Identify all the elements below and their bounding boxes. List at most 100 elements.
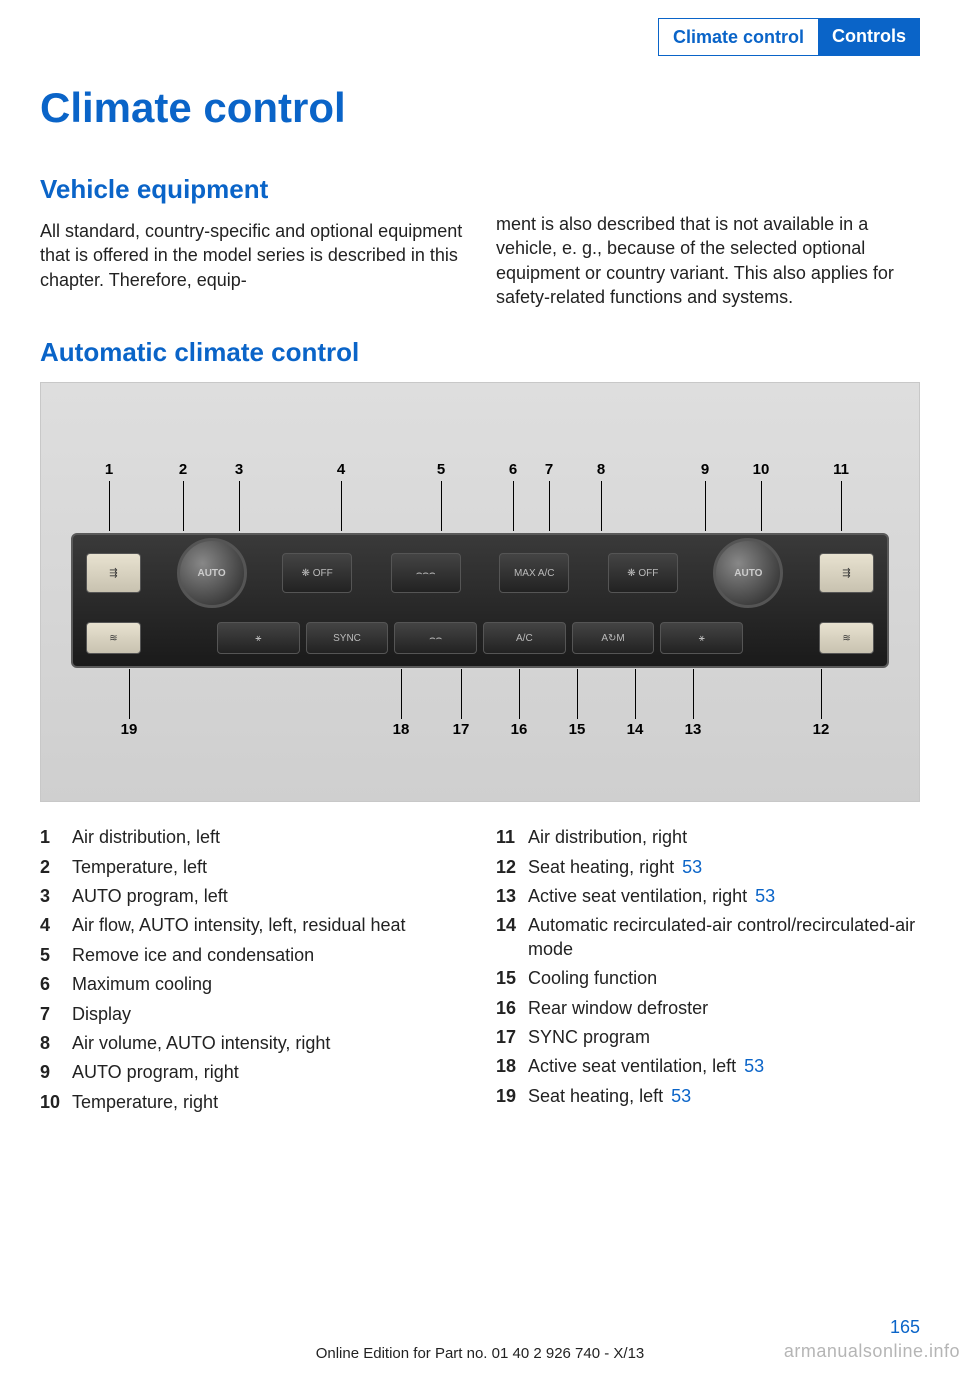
callout-18: 18 xyxy=(389,721,413,738)
recirc-icon: A↻M xyxy=(572,622,655,654)
legend-item-9: 9AUTO program, right xyxy=(40,1061,464,1084)
legend-item-6: 6Maximum cooling xyxy=(40,973,464,996)
callout-line xyxy=(513,481,514,531)
left-knob: AUTO xyxy=(177,538,247,608)
vehicle-equipment-text-left: All standard, country-specific and optio… xyxy=(40,219,464,292)
legend-text: AUTO program, right xyxy=(72,1061,464,1084)
callout-line xyxy=(577,669,578,719)
callout-line xyxy=(601,481,602,531)
legend-text: Seat heating, left53 xyxy=(528,1085,920,1108)
automatic-climate-heading: Automatic climate control xyxy=(40,337,920,368)
callout-7: 7 xyxy=(537,461,561,478)
fan-off-right-icon: ❋ OFF xyxy=(608,553,678,593)
header-bar: Climate control Controls xyxy=(40,18,920,56)
legend-text: AUTO program, left xyxy=(72,885,464,908)
vehicle-equipment-block: Vehicle equipment All standard, country-… xyxy=(40,172,920,309)
seat-heat-left-icon: ≋ xyxy=(86,622,141,654)
page-number: 165 xyxy=(890,1317,920,1338)
page-ref: 53 xyxy=(671,1086,691,1106)
ac-icon: A/C xyxy=(483,622,566,654)
legend-item-7: 7Display xyxy=(40,1003,464,1026)
legend: 1Air distribution, left2Temperature, lef… xyxy=(40,826,920,1120)
watermark: armanualsonline.info xyxy=(784,1341,960,1362)
legend-num: 18 xyxy=(496,1055,528,1078)
legend-item-14: 14Automatic recirculated-air control/rec… xyxy=(496,914,920,961)
legend-text: Maximum cooling xyxy=(72,973,464,996)
callout-4: 4 xyxy=(329,461,353,478)
callout-line xyxy=(239,481,240,531)
legend-item-15: 15Cooling function xyxy=(496,967,920,990)
legend-num: 15 xyxy=(496,967,528,990)
callout-line xyxy=(761,481,762,531)
air-dist-left-icon: ⇶ xyxy=(86,553,141,593)
callout-line xyxy=(341,481,342,531)
legend-num: 19 xyxy=(496,1085,528,1108)
legend-num: 3 xyxy=(40,885,72,908)
callout-line xyxy=(549,481,550,531)
legend-num: 17 xyxy=(496,1026,528,1049)
legend-text: SYNC program xyxy=(528,1026,920,1049)
callout-6: 6 xyxy=(501,461,525,478)
callout-8: 8 xyxy=(589,461,613,478)
right-knob: AUTO xyxy=(713,538,783,608)
page-title: Climate control xyxy=(40,84,920,132)
callout-line xyxy=(401,669,402,719)
legend-num: 7 xyxy=(40,1003,72,1026)
legend-num: 12 xyxy=(496,856,528,879)
legend-num: 11 xyxy=(496,826,528,849)
legend-item-16: 16Rear window defroster xyxy=(496,997,920,1020)
callout-19: 19 xyxy=(117,721,141,738)
page-ref: 53 xyxy=(755,886,775,906)
legend-num: 8 xyxy=(40,1032,72,1055)
breadcrumb-chapter: Climate control xyxy=(658,18,818,56)
callout-11: 11 xyxy=(829,461,853,478)
callout-9: 9 xyxy=(693,461,717,478)
callout-line xyxy=(841,481,842,531)
breadcrumb-section: Controls xyxy=(818,18,920,56)
callout-14: 14 xyxy=(623,721,647,738)
callout-line xyxy=(821,669,822,719)
legend-text: Temperature, left xyxy=(72,856,464,879)
legend-num: 9 xyxy=(40,1061,72,1084)
seat-vent-right-icon: ⚹ xyxy=(660,622,743,654)
legend-text: Seat heating, right53 xyxy=(528,856,920,879)
legend-num: 2 xyxy=(40,856,72,879)
callout-12: 12 xyxy=(809,721,833,738)
callout-line xyxy=(705,481,706,531)
callout-line xyxy=(693,669,694,719)
callout-line xyxy=(109,481,110,531)
legend-num: 13 xyxy=(496,885,528,908)
callout-16: 16 xyxy=(507,721,531,738)
control-panel: ⇶ AUTO ❋ OFF ⌢⌢⌢ MAX A/C ❋ OFF AUTO ⇶ ≋ … xyxy=(71,533,889,668)
legend-item-18: 18Active seat ventilation, left53 xyxy=(496,1055,920,1078)
callout-17: 17 xyxy=(449,721,473,738)
legend-right-col: 11Air distribution, right12Seat heating,… xyxy=(496,826,920,1120)
vehicle-equipment-text-right: ment is also described that is not avail… xyxy=(496,212,920,309)
callout-line xyxy=(183,481,184,531)
legend-text: Display xyxy=(72,1003,464,1026)
callout-15: 15 xyxy=(565,721,589,738)
legend-text: Remove ice and condensation xyxy=(72,944,464,967)
page-ref: 53 xyxy=(682,857,702,877)
climate-control-diagram: ⇶ AUTO ❋ OFF ⌢⌢⌢ MAX A/C ❋ OFF AUTO ⇶ ≋ … xyxy=(40,382,920,802)
legend-num: 14 xyxy=(496,914,528,937)
legend-text: Air distribution, right xyxy=(528,826,920,849)
legend-item-12: 12Seat heating, right53 xyxy=(496,856,920,879)
legend-num: 6 xyxy=(40,973,72,996)
callout-line xyxy=(441,481,442,531)
callout-line xyxy=(635,669,636,719)
callout-1: 1 xyxy=(97,461,121,478)
defrost-icon: ⌢⌢⌢ xyxy=(391,553,461,593)
callout-2: 2 xyxy=(171,461,195,478)
legend-text: Air distribution, left xyxy=(72,826,464,849)
legend-item-8: 8Air volume, AUTO intensity, right xyxy=(40,1032,464,1055)
legend-text: Cooling function xyxy=(528,967,920,990)
callout-line xyxy=(519,669,520,719)
legend-item-11: 11Air distribution, right xyxy=(496,826,920,849)
seat-vent-left-icon: ⚹ xyxy=(217,622,300,654)
callout-3: 3 xyxy=(227,461,251,478)
callout-5: 5 xyxy=(429,461,453,478)
callout-line xyxy=(129,669,130,719)
legend-item-5: 5Remove ice and condensation xyxy=(40,944,464,967)
legend-num: 10 xyxy=(40,1091,72,1114)
